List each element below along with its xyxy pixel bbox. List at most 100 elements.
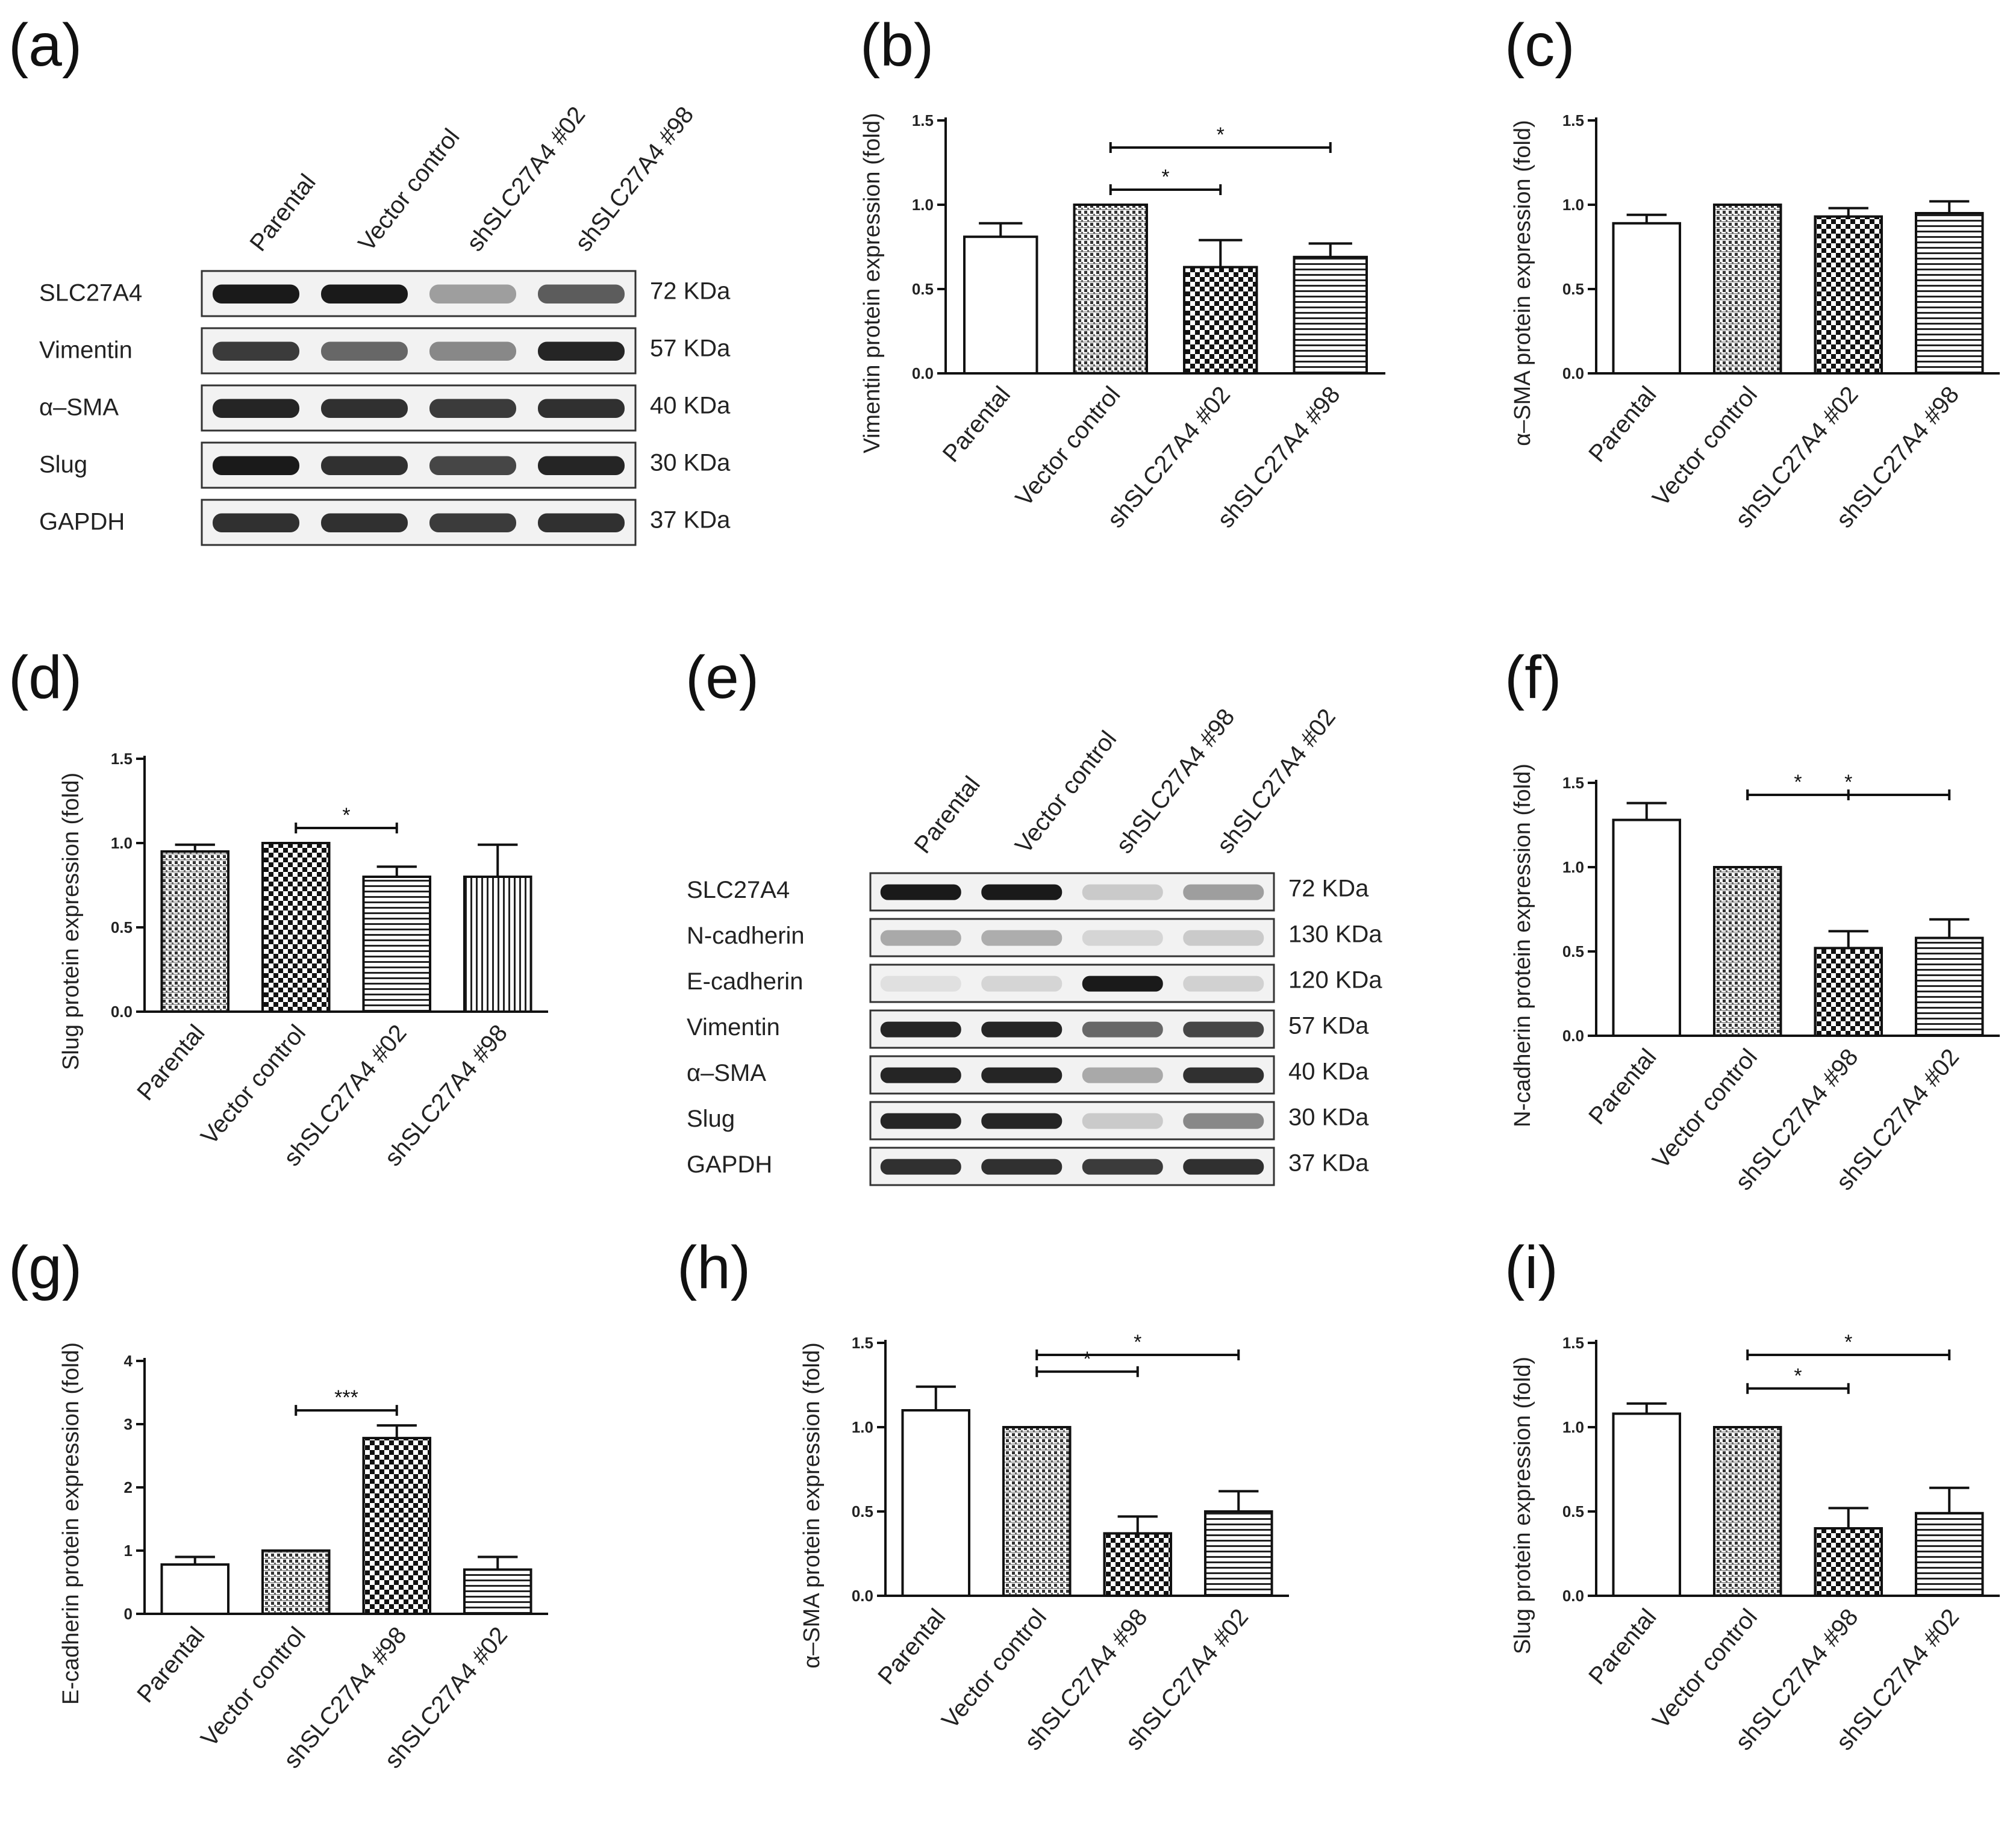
bar — [1712, 866, 1782, 1037]
bar — [261, 842, 331, 1013]
x-category-label: Vector control — [1647, 382, 1762, 512]
y-tick-label: 0.0 — [111, 1003, 133, 1021]
panel-label-h: (h) — [677, 1234, 751, 1301]
blot-band — [538, 284, 625, 303]
x-category-label: Vector control — [1647, 1044, 1762, 1174]
blot-band — [1183, 930, 1264, 946]
bar-chart-i: 0.0 0.5 1.0 1.5 Slug protein expression (fol… — [1510, 1331, 2000, 1755]
y-tick-label: 0.5 — [111, 918, 133, 936]
blot-band — [981, 1159, 1063, 1175]
blot-band — [1082, 1113, 1163, 1129]
y-tick-label: 0.0 — [1562, 1027, 1584, 1045]
y-axis-label: Vimentin protein expression (fold) — [860, 113, 885, 453]
blot-band — [213, 399, 299, 418]
molecular-weight-label: 40 KDa — [650, 393, 731, 419]
bar-chart-c: 0.0 0.5 1.0 1.5 α–SMA protein expression (fo… — [1510, 111, 2000, 533]
blot-row-label: E-cadherin — [687, 968, 803, 995]
bar — [1612, 222, 1682, 375]
significance-label: * — [1844, 771, 1852, 794]
bar — [160, 850, 230, 1013]
bar — [1103, 1532, 1173, 1597]
blot-band — [321, 284, 408, 303]
blot-row-label: Vimentin — [687, 1014, 780, 1041]
blot-band — [429, 456, 516, 475]
blot-band — [981, 976, 1063, 992]
y-axis-label: Slug protein expression (fold) — [58, 773, 84, 1070]
x-category-label: Parental — [132, 1020, 210, 1106]
panel-label-e: (e) — [685, 644, 760, 711]
molecular-weight-label: 120 KDa — [1288, 966, 1382, 993]
y-tick-label: 1.0 — [912, 196, 934, 214]
significance-label: * — [1161, 166, 1169, 188]
significance-label: * — [342, 804, 350, 827]
blot-band — [429, 399, 516, 418]
panel-label-a: (a) — [8, 11, 83, 79]
x-category-label: Vector control — [196, 1622, 311, 1752]
blot-row-label: GAPDH — [687, 1151, 772, 1178]
x-category-label: Vector control — [196, 1020, 311, 1150]
panel-label-c: (c) — [1505, 11, 1575, 79]
y-tick-label: 1.5 — [1562, 774, 1584, 792]
blot-row-label: GAPDH — [39, 509, 125, 535]
bar — [901, 1409, 971, 1597]
blot-band — [1183, 976, 1264, 992]
blot-band — [1082, 976, 1163, 992]
bar — [1612, 818, 1682, 1037]
significance-label: * — [1134, 1331, 1141, 1354]
blot-row-label: SLC27A4 — [687, 877, 790, 903]
y-tick-label: 1.0 — [852, 1418, 873, 1436]
bar — [963, 235, 1038, 375]
x-category-label: Parental — [1584, 382, 1661, 467]
bar — [1002, 1426, 1072, 1597]
bar — [463, 1568, 532, 1615]
blot-band — [880, 976, 961, 992]
x-category-label: shSLC27A4 #02 — [1102, 382, 1235, 533]
bar — [1814, 1527, 1883, 1597]
bar — [362, 876, 432, 1013]
blot-band — [981, 1113, 1063, 1129]
bar — [463, 876, 532, 1013]
y-tick-label: 1.5 — [1562, 111, 1584, 129]
blot-band — [880, 1067, 961, 1083]
blot-band — [1183, 1067, 1264, 1083]
blot-band — [880, 1159, 961, 1175]
panel-label-d: (d) — [8, 644, 83, 711]
lane-label: Parental — [245, 169, 320, 256]
molecular-weight-label: 30 KDa — [650, 450, 731, 476]
blot-band — [321, 513, 408, 532]
blot-band — [1183, 1113, 1264, 1129]
y-tick-label: 0.0 — [912, 364, 934, 382]
bar — [1712, 204, 1782, 375]
lane-label: shSLC27A4 #98 — [570, 102, 699, 257]
blot-row-label: α–SMA — [687, 1060, 766, 1086]
x-category-label: Parental — [1584, 1044, 1661, 1130]
blot-band — [538, 341, 625, 361]
y-tick-label: 1.5 — [1562, 1334, 1584, 1352]
blot-band — [1082, 884, 1163, 900]
bar — [1203, 1510, 1273, 1597]
x-category-label: Vector control — [1647, 1604, 1762, 1734]
y-tick-label: 0 — [124, 1605, 133, 1623]
bar — [1814, 215, 1883, 375]
blot-row-label: Vimentin — [39, 337, 133, 364]
blot-band — [1183, 1021, 1264, 1038]
blot-row-label: SLC27A4 — [39, 280, 142, 307]
blot-band — [880, 884, 961, 900]
significance-label: * — [1083, 1348, 1091, 1371]
y-tick-label: 0.5 — [1562, 1502, 1584, 1521]
blot-band — [429, 284, 516, 303]
blot-band — [880, 930, 961, 946]
panel-label-f: (f) — [1505, 644, 1562, 711]
x-category-label: Parental — [938, 382, 1016, 467]
y-tick-label: 0.0 — [1562, 364, 1584, 382]
y-tick-label: 0.0 — [852, 1587, 873, 1605]
significance-label: * — [1794, 771, 1802, 794]
x-category-label: Parental — [873, 1604, 950, 1690]
y-tick-label: 1 — [124, 1542, 133, 1560]
x-category-label: Parental — [132, 1622, 210, 1708]
y-tick-label: 0.5 — [1562, 942, 1584, 960]
y-tick-label: 1.0 — [1562, 196, 1584, 214]
y-tick-label: 1.0 — [1562, 1418, 1584, 1436]
